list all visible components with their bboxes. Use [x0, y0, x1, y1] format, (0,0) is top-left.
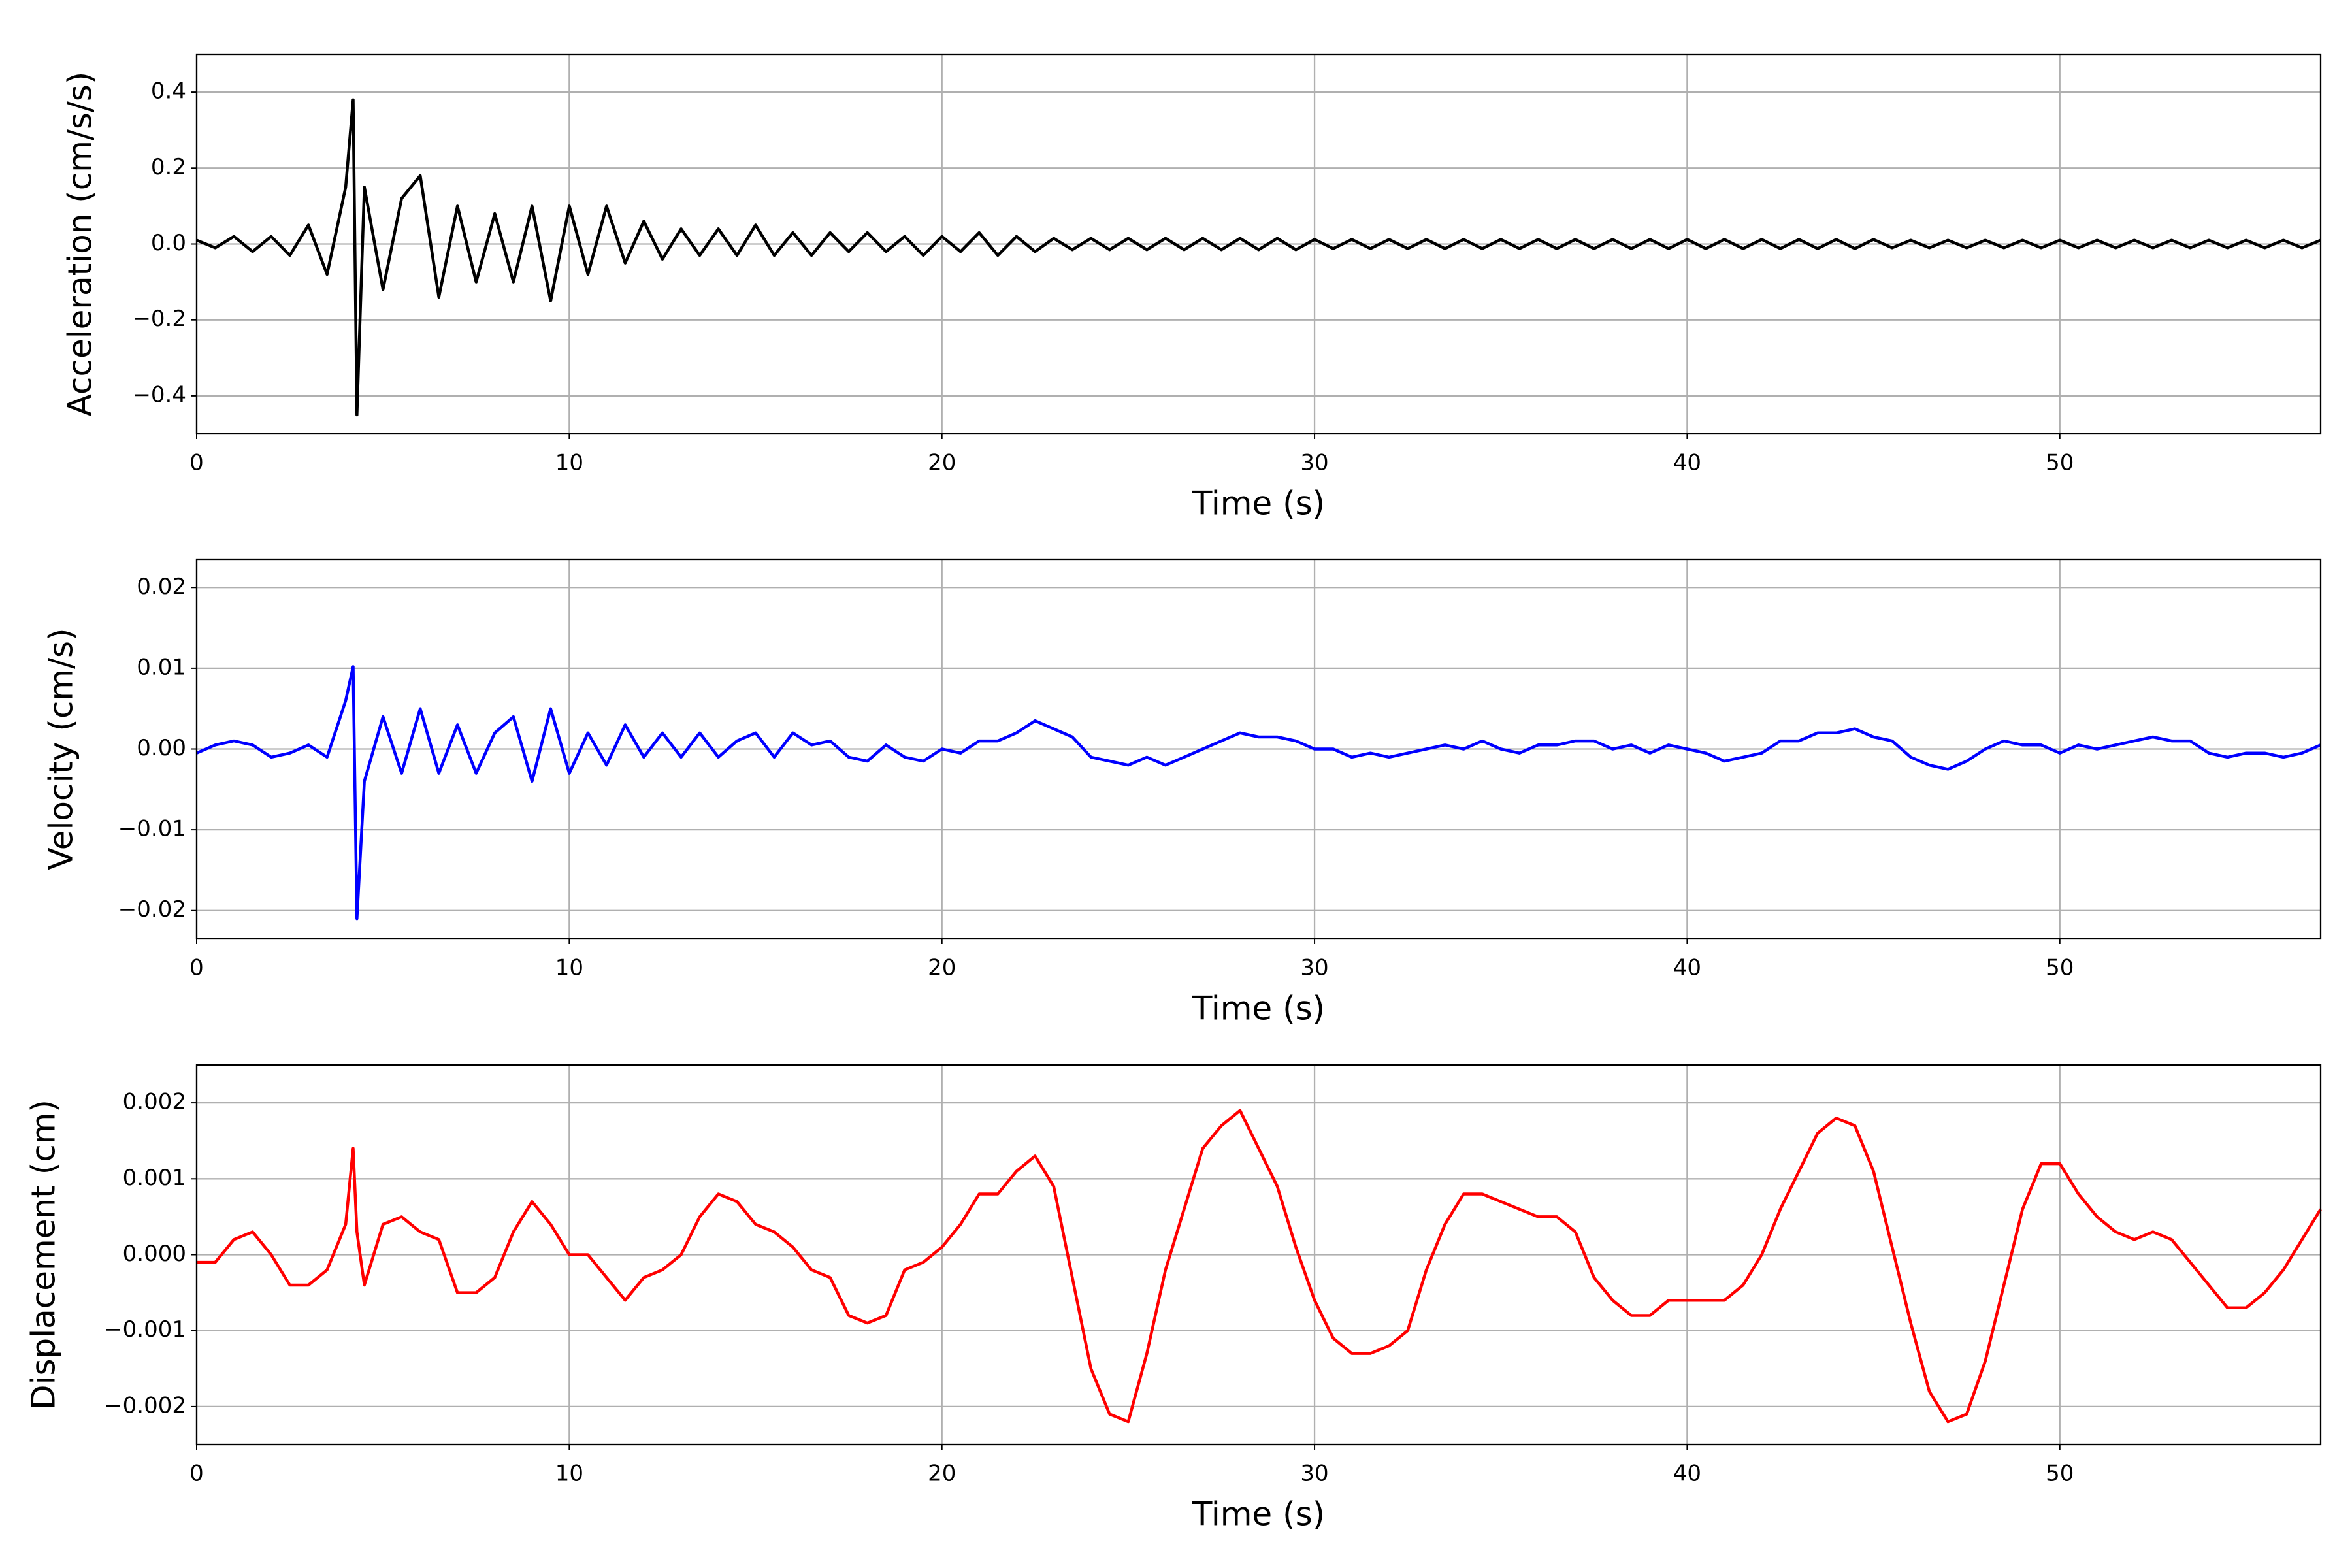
x-tick-label: 20: [928, 1461, 956, 1487]
x-axis-label: Time (s): [1192, 990, 1325, 1028]
x-tick-label: 30: [1300, 1461, 1328, 1487]
y-axis-label: Velocity (cm/s): [42, 628, 80, 870]
x-tick-label: 40: [1673, 955, 1701, 981]
x-tick-label: 40: [1673, 450, 1701, 476]
y-axis-label: Acceleration (cm/s/s): [61, 72, 99, 417]
x-tick-label: 20: [928, 450, 956, 476]
x-tick-label: 0: [189, 450, 204, 476]
x-tick-label: 10: [555, 955, 583, 981]
x-axis-label: Time (s): [1192, 1495, 1325, 1533]
y-tick-label: 0.01: [137, 654, 186, 680]
y-tick-label: 0.002: [123, 1089, 186, 1115]
x-tick-label: 10: [555, 1461, 583, 1487]
x-tick-label: 50: [2046, 1461, 2074, 1487]
x-tick-label: 40: [1673, 1461, 1701, 1487]
axes-frame: [195, 558, 2322, 940]
y-tick-label: −0.01: [118, 816, 186, 842]
y-axis-label: Displacement (cm): [25, 1100, 63, 1410]
y-tick-label: 0.02: [137, 574, 186, 600]
y-tick-label: −0.001: [104, 1316, 186, 1343]
x-tick-label: 50: [2046, 955, 2074, 981]
y-tick-label: 0.000: [123, 1241, 186, 1267]
y-tick-label: −0.2: [132, 306, 186, 332]
y-tick-label: 0.00: [137, 735, 186, 761]
y-tick-label: 0.001: [123, 1165, 186, 1191]
x-axis-label: Time (s): [1192, 485, 1325, 523]
x-tick-label: 10: [555, 450, 583, 476]
axes-frame: [195, 1064, 2322, 1446]
x-tick-label: 20: [928, 955, 956, 981]
y-tick-label: −0.4: [132, 382, 186, 408]
axes-frame: [195, 53, 2322, 435]
y-tick-label: 0.2: [151, 154, 186, 180]
x-tick-label: 0: [189, 1461, 204, 1487]
data-line: [196, 665, 2321, 921]
x-tick-label: 0: [189, 955, 204, 981]
y-tick-label: −0.002: [104, 1392, 186, 1418]
y-tick-label: −0.02: [118, 896, 186, 923]
data-line: [197, 1109, 2322, 1424]
x-tick-label: 30: [1300, 955, 1328, 981]
y-tick-label: 0.4: [151, 78, 186, 105]
y-tick-label: 0.0: [151, 230, 186, 256]
x-tick-label: 30: [1300, 450, 1328, 476]
data-line: [196, 98, 2321, 417]
x-tick-label: 50: [2046, 450, 2074, 476]
